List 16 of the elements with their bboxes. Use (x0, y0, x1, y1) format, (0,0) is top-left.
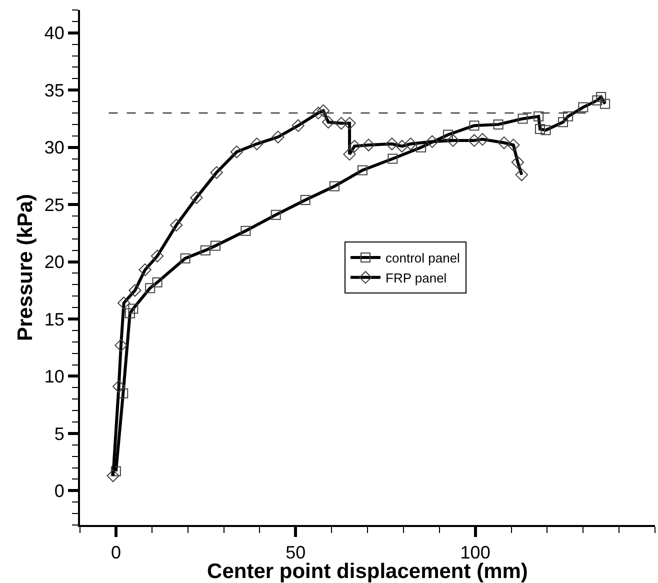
y-tick-label: 20 (44, 252, 64, 272)
x-axis-title: Center point displacement (mm) (207, 560, 528, 583)
x-tick-label: 0 (110, 542, 121, 563)
legend-label: control panel (386, 250, 460, 266)
y-axis-title: Pressure (kPa) (14, 194, 38, 342)
y-tick-label: 30 (44, 138, 64, 158)
x-tick-label: 50 (286, 542, 306, 563)
y-tick-label: 0 (54, 480, 64, 501)
y-tick-label: 35 (44, 80, 64, 100)
y-tick-label: 25 (44, 194, 64, 215)
legend-label: FRP panel (386, 270, 447, 286)
y-tick-label: 10 (44, 366, 64, 387)
y-tick-label: 15 (44, 309, 64, 330)
y-tick-label: 5 (54, 424, 64, 444)
y-tick-label: 40 (44, 23, 64, 44)
x-tick-label: 100 (460, 542, 490, 563)
